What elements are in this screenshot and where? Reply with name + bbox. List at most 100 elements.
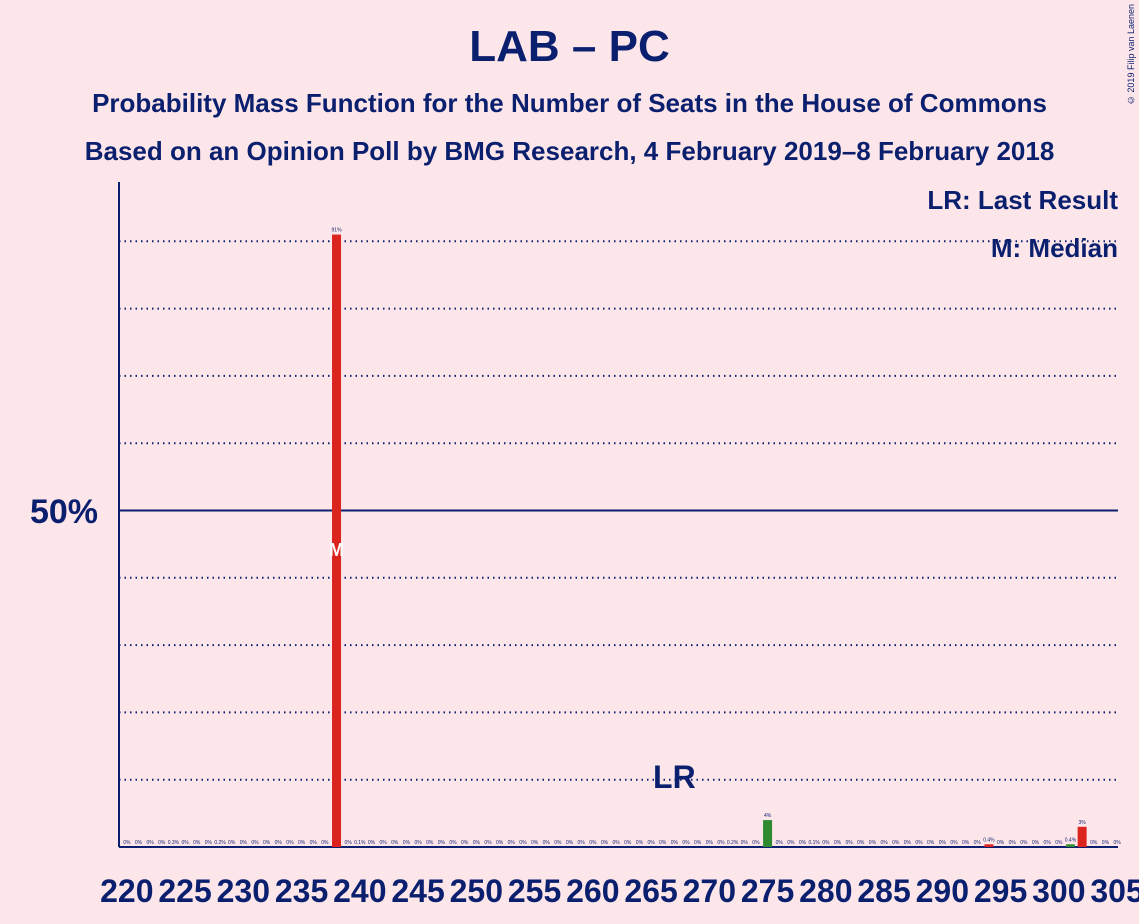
bar-labels: 0% 0% 0% 0% 0.3% 0% 0% 0% 0.2% 0% 0% 0% 0% 0% 0% 0% 0% 0%… bbox=[123, 228, 1121, 846]
bar-label-257: 0% bbox=[554, 840, 562, 846]
bar-label-231: 0% bbox=[251, 840, 259, 846]
bar-label-259: 0% bbox=[578, 840, 586, 846]
bar-label-228: 0.2% bbox=[214, 840, 226, 846]
bar-label-304: 0% bbox=[1102, 840, 1110, 846]
bar-label-269: 0% bbox=[694, 840, 702, 846]
bar-label-245: 0% bbox=[414, 840, 422, 846]
bar-label-297: 0% bbox=[1020, 840, 1028, 846]
bar-label-243: 0% bbox=[391, 840, 399, 846]
x-tick-275: 275 bbox=[741, 873, 794, 909]
bar-label-225: 0% bbox=[181, 840, 189, 846]
bar-label-233: 0% bbox=[275, 840, 283, 846]
bar-label-250: 0% bbox=[473, 840, 481, 846]
bar-label-226: 0% bbox=[193, 840, 201, 846]
bar-label-287: 0% bbox=[904, 840, 912, 846]
bar-label-278: 0% bbox=[799, 840, 807, 846]
bar-label-254: 0% bbox=[519, 840, 527, 846]
bar-label-265: 0% bbox=[647, 840, 655, 846]
x-tick-240: 240 bbox=[333, 873, 386, 909]
bar-label-281: 0% bbox=[834, 840, 842, 846]
bar-label-223: 0% bbox=[158, 840, 166, 846]
bar-label-262: 0% bbox=[613, 840, 621, 846]
bar-label-229: 0% bbox=[228, 840, 236, 846]
x-tick-270: 270 bbox=[683, 873, 736, 909]
bar-label-253: 0% bbox=[508, 840, 516, 846]
bar-label-242: 0% bbox=[380, 840, 388, 846]
bar-label-290: 0% bbox=[939, 840, 947, 846]
bar-label-286: 0% bbox=[892, 840, 900, 846]
bar-label-285: 0% bbox=[880, 840, 888, 846]
x-tick-260: 260 bbox=[566, 873, 619, 909]
bar-label-275: 4% bbox=[764, 813, 772, 819]
bar-label-270: 0% bbox=[706, 840, 714, 846]
x-tick-280: 280 bbox=[799, 873, 852, 909]
bar-label-276: 0% bbox=[776, 840, 784, 846]
bar-label-256: 0% bbox=[543, 840, 551, 846]
bar-label-239: 0% bbox=[345, 840, 353, 846]
bar-label-258: 0% bbox=[566, 840, 574, 846]
bar-label-283: 0% bbox=[857, 840, 865, 846]
x-tick-295: 295 bbox=[974, 873, 1027, 909]
median-marker: M bbox=[329, 540, 344, 560]
bar-label-260: 0% bbox=[589, 840, 597, 846]
axes bbox=[118, 182, 1118, 848]
bar-label-292: 0% bbox=[962, 840, 970, 846]
bar-238 bbox=[332, 234, 342, 847]
bar-label-301: 0.4% bbox=[1065, 837, 1077, 843]
x-tick-300: 300 bbox=[1032, 873, 1085, 909]
bar-label-249: 0% bbox=[461, 840, 469, 846]
bar-label-268: 0% bbox=[682, 840, 690, 846]
gridlines bbox=[119, 240, 1118, 781]
bar-275 bbox=[763, 820, 773, 847]
bar-label-299: 0% bbox=[1044, 840, 1052, 846]
bar-label-289: 0% bbox=[927, 840, 935, 846]
bar-label-271: 0% bbox=[717, 840, 725, 846]
bar-label-221: 0% bbox=[135, 840, 143, 846]
bar-label-273: 0% bbox=[741, 840, 749, 846]
bar-label-230: 0% bbox=[240, 840, 248, 846]
bar-label-284: 0% bbox=[869, 840, 877, 846]
x-tick-255: 255 bbox=[508, 873, 561, 909]
chart-subtitle: Probability Mass Function for the Number… bbox=[92, 88, 1047, 118]
x-tick-245: 245 bbox=[391, 873, 444, 909]
bar-label-279: 0.1% bbox=[808, 840, 820, 846]
bar-label-224: 0.3% bbox=[168, 840, 180, 846]
bar-label-277: 0% bbox=[787, 840, 795, 846]
bar-label-267: 0% bbox=[671, 840, 679, 846]
bar-label-294: 0.4% bbox=[983, 837, 995, 843]
bar-label-280: 0% bbox=[822, 840, 830, 846]
x-tick-290: 290 bbox=[916, 873, 969, 909]
bar-label-227: 0% bbox=[205, 840, 213, 846]
x-tick-235: 235 bbox=[275, 873, 328, 909]
bar-label-237: 0% bbox=[321, 840, 329, 846]
legend-last-result: LR: Last Result bbox=[927, 185, 1118, 215]
y-tick-label-50: 50% bbox=[30, 493, 98, 531]
bar-label-241: 0% bbox=[368, 840, 376, 846]
chart-title: LAB – PC bbox=[469, 22, 670, 71]
bars bbox=[332, 234, 1087, 847]
bar-label-238: 91% bbox=[332, 228, 343, 234]
bar-label-305: 0% bbox=[1113, 840, 1121, 846]
bar-label-240: 0.1% bbox=[354, 840, 366, 846]
bar-label-274: 0% bbox=[752, 840, 760, 846]
bar-label-255: 0% bbox=[531, 840, 539, 846]
last-result-marker: LR bbox=[653, 759, 696, 795]
bar-301 bbox=[1065, 844, 1075, 847]
bar-label-248: 0% bbox=[449, 840, 457, 846]
bar-label-236: 0% bbox=[310, 840, 318, 846]
bar-label-244: 0% bbox=[403, 840, 411, 846]
bar-label-220: 0% bbox=[123, 840, 131, 846]
x-tick-265: 265 bbox=[624, 873, 677, 909]
x-tick-230: 230 bbox=[217, 873, 270, 909]
bar-label-247: 0% bbox=[438, 840, 446, 846]
bar-label-234: 0% bbox=[286, 840, 294, 846]
bar-label-282: 0% bbox=[846, 840, 854, 846]
legend-median: M: Median bbox=[991, 233, 1118, 263]
bar-294 bbox=[984, 844, 994, 847]
bar-label-264: 0% bbox=[636, 840, 644, 846]
x-tick-250: 250 bbox=[450, 873, 503, 909]
bar-label-232: 0% bbox=[263, 840, 271, 846]
bar-label-222: 0% bbox=[147, 840, 155, 846]
bar-label-302: 3% bbox=[1079, 820, 1087, 826]
bar-label-296: 0% bbox=[1009, 840, 1017, 846]
